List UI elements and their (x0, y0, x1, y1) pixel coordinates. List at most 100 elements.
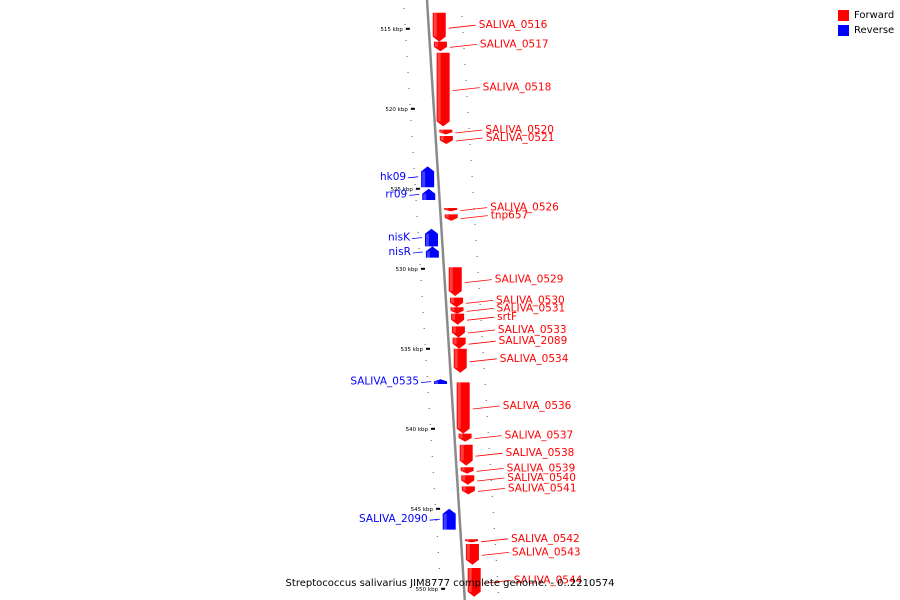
scale-tick (468, 128, 470, 129)
gene-highlight (440, 129, 444, 133)
gene-label: SALIVA_0540 (507, 472, 576, 484)
kbp-label: 540 kbp (406, 427, 429, 433)
gene-arrow (451, 313, 465, 325)
legend-reverse: Reverse (838, 23, 900, 38)
gene-leader-line (483, 580, 511, 584)
reverse-swatch-icon (838, 25, 849, 36)
gene-arrow (452, 337, 466, 349)
scale-tick (435, 520, 437, 521)
scale-tick (482, 352, 484, 353)
scale-tick (480, 320, 482, 321)
scale-tick (413, 168, 415, 169)
genome-caption: Streptococcus salivarius JIM8777 complet… (285, 578, 615, 589)
gene-highlight (435, 381, 439, 384)
gene-leader-line (476, 468, 504, 472)
major-tick (405, 27, 410, 30)
gene-highlight (466, 544, 470, 560)
gene-leader-line (421, 381, 432, 383)
gene-highlight (443, 513, 447, 530)
scale-tick (427, 392, 429, 393)
kbp-label: 525 kbp (390, 187, 413, 193)
gene-leader-line (475, 452, 503, 457)
gene-label: SALIVA_0541 (508, 482, 577, 494)
scale-tick (491, 496, 493, 497)
gene-highlight (461, 467, 465, 471)
scale-tick (412, 152, 414, 153)
gene-leader-line (472, 405, 500, 410)
gene-label: SALIVA_0516 (479, 19, 548, 31)
kbp-label: 530 kbp (396, 267, 419, 273)
gene-leader-line (481, 538, 509, 543)
kbp-label: 515 kbp (380, 27, 403, 33)
gene-label: nisK (388, 232, 411, 244)
legend: Forward Reverse (838, 8, 900, 38)
gene-highlight (440, 136, 444, 141)
backbone-line (425, 0, 467, 600)
scale-tick (434, 504, 436, 505)
scale-tick (478, 288, 480, 289)
gene-leader-line (412, 251, 423, 254)
major-tick (420, 267, 425, 270)
gene-label: SALIVA_2090 (359, 513, 428, 525)
scale-tick (484, 384, 486, 385)
scale-tick (483, 368, 485, 369)
gene-leader-line (455, 137, 483, 142)
gene-leader-line (469, 358, 497, 363)
gene-label: nisR (389, 246, 411, 258)
gene-arrow (444, 208, 458, 212)
scale-tick (479, 304, 481, 305)
scale-tick (474, 224, 476, 225)
gene-highlight (426, 251, 430, 258)
gene-label: rr09 (385, 188, 407, 200)
scale-tick (469, 144, 471, 145)
gene-leader-line (452, 87, 480, 91)
gene-highlight (459, 433, 463, 438)
major-tick (410, 107, 415, 110)
gene-leader-line (409, 194, 420, 196)
gene-highlight (449, 267, 453, 291)
scale-tick (404, 24, 406, 25)
scale-tick (410, 120, 412, 121)
gene-label: SALIVA_0536 (503, 400, 572, 412)
gene-label: SALIVA_0539 (507, 462, 576, 474)
gene-arrow (461, 475, 475, 485)
gene-label: SALIVA_0538 (506, 447, 575, 459)
gene-label: SALIVA_0518 (483, 82, 552, 94)
gene-leader-line (477, 477, 505, 482)
gene-highlight (457, 382, 461, 429)
gene-arrow (432, 12, 446, 42)
gene-arrow (434, 379, 448, 384)
scale-tick (429, 424, 431, 425)
kbp-label: 545 kbp (411, 507, 434, 513)
scale-tick (472, 192, 474, 193)
scale-tick (421, 296, 423, 297)
scale-tick (407, 72, 409, 73)
gene-arrow (439, 129, 453, 135)
scale-tick (432, 472, 434, 473)
gene-leader-line (449, 44, 477, 48)
gene-highlight (433, 12, 437, 37)
gene-highlight (453, 337, 457, 344)
gene-arrow (450, 297, 464, 308)
major-tick (425, 347, 430, 350)
scale-tick (493, 528, 495, 529)
scale-tick (476, 256, 478, 257)
gene-highlight (434, 41, 438, 47)
gene-label: SALIVA_0542 (511, 533, 580, 545)
gene-arrow (448, 267, 462, 296)
scale-tick (433, 488, 435, 489)
gene-highlight (445, 214, 449, 218)
gene-label: SALIVA_2089 (499, 335, 568, 347)
scale-tick (465, 80, 467, 81)
gene-arrow (436, 52, 450, 127)
gene-label: SALIVA_0529 (495, 274, 564, 286)
gene-arrow (424, 228, 438, 247)
scale-tick (439, 584, 441, 585)
scale-tick (487, 432, 489, 433)
scale-tick (461, 16, 463, 17)
gene-leader-line (464, 279, 492, 283)
gene-label: SALIVA_0517 (480, 38, 549, 50)
scale-tick (463, 48, 465, 49)
gene-label: SALIVA_0520 (485, 124, 554, 136)
gene-highlight (454, 348, 458, 368)
